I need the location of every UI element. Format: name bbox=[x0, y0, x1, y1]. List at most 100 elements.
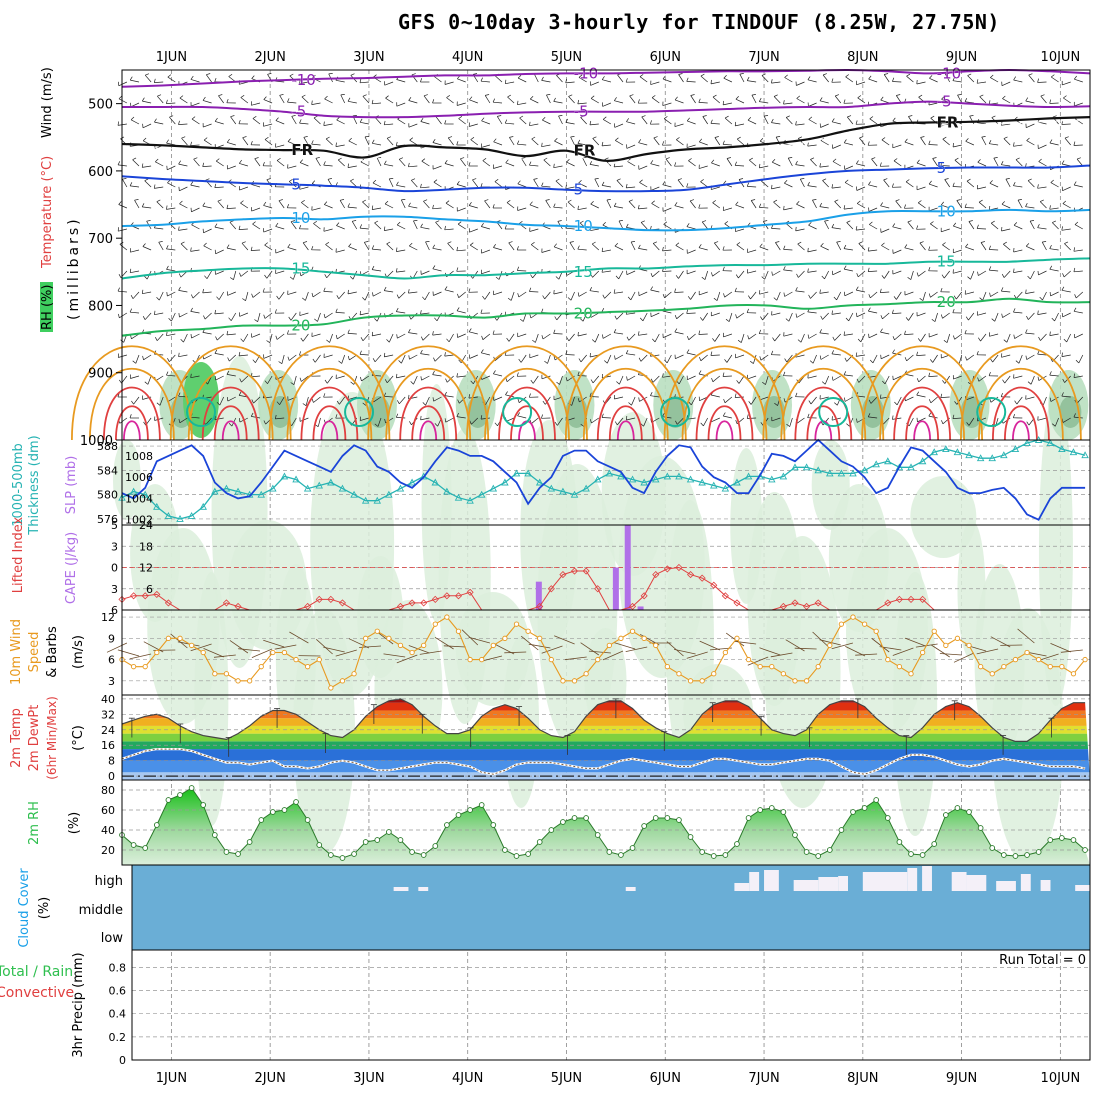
wind-barb-flag bbox=[411, 73, 416, 76]
wind-barb-flag bbox=[141, 289, 144, 294]
wind-barb bbox=[688, 333, 696, 341]
wind-barb-flag bbox=[843, 99, 846, 104]
wind-barb bbox=[711, 162, 720, 167]
wind-barb bbox=[396, 375, 406, 379]
wind-barb-flag bbox=[301, 94, 306, 98]
wind-barb-flag bbox=[625, 223, 629, 228]
wind-barb bbox=[618, 220, 624, 230]
isotherm-label: 15 bbox=[574, 263, 593, 281]
wind-barb-flag bbox=[372, 179, 377, 184]
wind-barb bbox=[978, 270, 987, 276]
wind-barb bbox=[517, 333, 527, 338]
wind-barb-flag bbox=[846, 220, 851, 223]
thermal-contour bbox=[905, 405, 939, 441]
wind10m-barb bbox=[588, 650, 611, 654]
wind-barb bbox=[820, 140, 829, 146]
wind-barb-flag bbox=[687, 296, 691, 300]
wind-barb bbox=[384, 163, 394, 167]
wind-barb-flag bbox=[1027, 275, 1031, 280]
wind-barb-flag bbox=[396, 247, 398, 252]
wind-barb bbox=[291, 417, 297, 426]
wind-barb-flag bbox=[456, 267, 459, 272]
wind-barb bbox=[735, 228, 745, 232]
wind-barb bbox=[541, 80, 551, 83]
wind-barb-flag bbox=[784, 74, 788, 78]
wind-barb bbox=[155, 161, 164, 167]
wind-barb bbox=[377, 417, 382, 427]
wind-barb bbox=[1049, 374, 1059, 377]
isotherm-15 bbox=[121, 257, 1091, 280]
wind10m-barb bbox=[845, 646, 866, 657]
surface-thermal-contours bbox=[71, 345, 1082, 441]
wind-barb bbox=[396, 417, 406, 419]
wind-barb bbox=[541, 375, 551, 380]
wind-barb bbox=[591, 417, 599, 424]
wind-barb-flag bbox=[722, 140, 725, 145]
isotherm-label: 5 bbox=[574, 181, 584, 199]
wind-barb bbox=[844, 291, 854, 297]
thermal-contour bbox=[707, 405, 742, 441]
wind-barb-flag bbox=[990, 358, 993, 363]
wind-barb bbox=[979, 96, 987, 104]
wind-barb-flag bbox=[1014, 400, 1018, 405]
wind-barb-flag bbox=[141, 203, 145, 208]
thermal-contour bbox=[960, 345, 1082, 441]
wind-barb-flag bbox=[239, 272, 242, 277]
wind-barb-flag bbox=[291, 115, 296, 117]
wind-barb bbox=[759, 246, 769, 251]
wind-barb bbox=[578, 77, 587, 83]
wind-barb-flag bbox=[614, 421, 618, 426]
wind-speed-marker bbox=[966, 642, 972, 649]
wind-barb bbox=[457, 223, 466, 230]
wind-barb bbox=[687, 120, 696, 125]
wind-barb-flag bbox=[569, 241, 574, 243]
thickness-marker bbox=[164, 511, 173, 519]
wind-barb bbox=[397, 224, 406, 230]
wind-barb-flag bbox=[530, 274, 533, 279]
wind-barb bbox=[130, 185, 140, 188]
rh-shading-core bbox=[763, 396, 786, 428]
wind-speed-marker bbox=[745, 656, 752, 663]
wind-barb-flag bbox=[928, 372, 931, 377]
wind-barb-flag bbox=[907, 277, 912, 280]
high-cloud-gap bbox=[793, 880, 819, 891]
wind-barb-flag bbox=[1073, 247, 1076, 252]
wind-barb bbox=[154, 227, 164, 230]
wind-barb bbox=[884, 375, 890, 385]
wind-barb bbox=[384, 396, 394, 398]
rh-marker bbox=[397, 837, 404, 843]
wind-barb-flag bbox=[1000, 161, 1004, 165]
wind-barb-flag bbox=[821, 275, 825, 280]
wind-barb bbox=[836, 241, 842, 251]
wind-barb bbox=[242, 137, 249, 146]
rh-marker bbox=[1082, 847, 1088, 853]
wind-barb bbox=[251, 207, 261, 212]
wind-barb-flag bbox=[746, 308, 749, 313]
wind-barb bbox=[699, 141, 708, 146]
wind-barb bbox=[347, 206, 357, 209]
wind-barb bbox=[1003, 243, 1011, 251]
wind-barb-flag bbox=[456, 180, 460, 185]
wind-barb bbox=[132, 291, 140, 299]
wind-barb-flag bbox=[762, 381, 766, 385]
wind-barb-flag bbox=[492, 98, 496, 103]
wind-speed-marker bbox=[699, 678, 705, 684]
wind-barb bbox=[485, 396, 491, 405]
wind-barb-flag bbox=[359, 78, 362, 83]
wind-barb bbox=[977, 228, 987, 230]
wind-barb-flag bbox=[831, 223, 835, 228]
wind-barb bbox=[470, 244, 478, 251]
slp-axis-label: SLP (mb) bbox=[64, 456, 79, 515]
rh-marker bbox=[153, 822, 160, 828]
thickness-marker bbox=[826, 469, 834, 477]
wind-barb-flag bbox=[808, 294, 811, 299]
wind-barb bbox=[614, 206, 624, 209]
wind-barb bbox=[577, 143, 587, 146]
wind-barb bbox=[843, 207, 853, 210]
wind-barb bbox=[469, 228, 478, 233]
wind-barb-flag bbox=[1073, 307, 1077, 312]
wind-barb bbox=[275, 417, 285, 420]
wind-barb bbox=[420, 186, 430, 189]
wind-barb-flag bbox=[940, 161, 943, 166]
wind-barb-flag bbox=[758, 203, 762, 208]
